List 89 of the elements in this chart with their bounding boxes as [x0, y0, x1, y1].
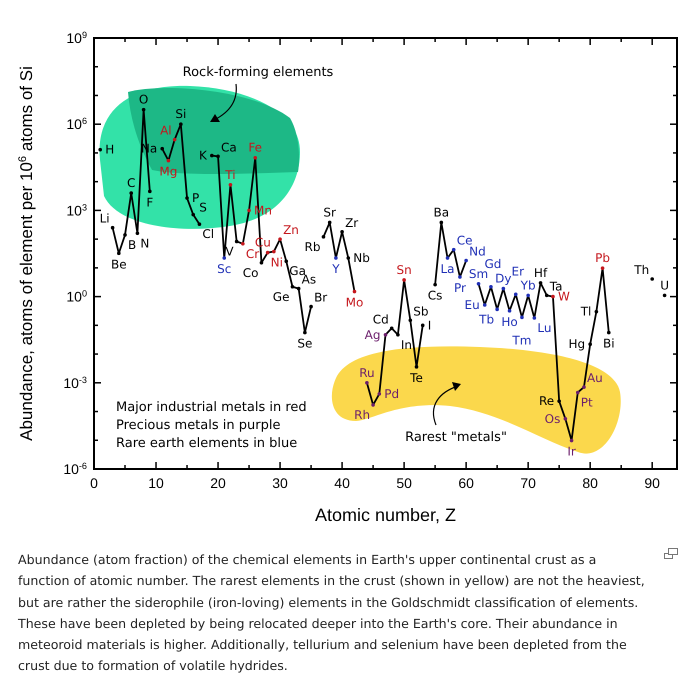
data-label: S: [199, 200, 207, 215]
data-label: Ag: [364, 328, 380, 342]
data-label: Fe: [248, 140, 262, 155]
y-tick-label: 10$^{3}$: [66, 202, 87, 218]
x-tick-label: 0: [90, 475, 98, 491]
data-label: Tb: [478, 312, 494, 326]
data-label: In: [400, 338, 412, 352]
data-label: Cs: [428, 288, 442, 303]
data-label: K: [198, 148, 208, 163]
data-label: B: [128, 238, 136, 252]
data-label: Ho: [501, 314, 518, 329]
data-label: Hf: [534, 266, 548, 280]
text: Abundance (atom fraction) of the chemical elements in Earth's upper continental crust as a function of atomic number. The rarest elements in the crust (shown in yellow) are not the heaviest, but are rather the siderophile (iron-loving) elements in the Goldschmidt classification of elements. These have been depleted by being relocated deeper into the Earth's core. Their abundance in meteoroid materials is higher. Additionally, tellurium and selenium have been depleted from the crust due to formation of volatile hydrides.: [18, 551, 646, 676]
data-label: Re: [538, 394, 554, 408]
data-label: Li: [100, 212, 110, 226]
data-label: Nb: [353, 251, 370, 266]
y-tick-label: 10$^{6}$: [66, 116, 87, 132]
y-tick-label: 10$^{-6}$: [63, 461, 87, 477]
data-label: Pb: [595, 251, 610, 266]
x-axis-title: Atomic number, Z: [314, 505, 456, 525]
x-tick-label: 20: [210, 475, 226, 491]
data-label: Sr: [323, 205, 336, 220]
data-label: Al: [160, 124, 172, 138]
data-label: Zn: [283, 223, 299, 238]
y-tick-label: 10$^{9}$: [66, 30, 87, 46]
data-label: C: [127, 176, 136, 190]
data-label: Pr: [454, 281, 466, 296]
data-label: V: [225, 244, 234, 258]
data-label: Si: [175, 107, 186, 122]
data-label: Er: [511, 264, 524, 278]
data-label: Dy: [495, 272, 512, 286]
annotation: Rarest "metals": [405, 430, 507, 445]
data-label: P: [192, 191, 200, 206]
data-label: Mg: [159, 164, 178, 179]
data-label: Hg: [568, 337, 586, 352]
data-label: Be: [110, 257, 127, 272]
x-tick-label: 70: [520, 475, 536, 491]
data-label: O: [138, 92, 148, 107]
data-label: Ti: [224, 168, 236, 182]
data-label: Tl: [580, 304, 592, 319]
data-label: La: [440, 262, 455, 276]
data-label: Zr: [345, 216, 358, 230]
annotation: Rock-forming elements: [182, 65, 334, 80]
data-label: Rb: [304, 240, 320, 254]
x-tick-label: 40: [334, 475, 350, 491]
data-label: Pt: [580, 395, 593, 410]
data-label: Ba: [434, 205, 450, 220]
data-label: H: [105, 142, 114, 157]
data-label: Ni: [270, 256, 283, 270]
y-tick-label: 10$^{0}$: [66, 288, 87, 305]
data-label: Tm: [511, 333, 532, 348]
annotation: Precious metals in purple: [116, 418, 280, 433]
data-label: Pd: [384, 386, 400, 401]
data-label: Te: [409, 370, 423, 385]
data-label: Ca: [221, 140, 237, 154]
data-label: Cl: [202, 227, 214, 242]
data-label: Y: [331, 262, 340, 276]
data-label: Mo: [346, 296, 364, 310]
data-label: Sn: [396, 262, 412, 277]
x-tick-label: 80: [582, 475, 598, 491]
annotation: Major industrial metals in red: [116, 400, 307, 415]
data-label: Se: [297, 336, 312, 351]
annotation: Rare earth elements in blue: [116, 436, 298, 451]
y-tick-label: 10$^{-3}$: [63, 374, 87, 391]
data-label: N: [140, 236, 150, 250]
data-label: Ru: [359, 366, 375, 380]
data-label: Os: [544, 412, 560, 426]
x-tick-label: 50: [396, 475, 412, 491]
data-label: Sb: [413, 304, 429, 318]
data-label: Co: [242, 266, 258, 280]
data-label: Th: [633, 262, 650, 277]
data-label: Cd: [372, 312, 389, 326]
data-label: Cr: [246, 246, 260, 261]
data-label: U: [660, 278, 669, 292]
data-label: Sc: [217, 262, 232, 276]
data-label: F: [146, 195, 154, 210]
data-label: Eu: [464, 298, 480, 312]
data-label: Au: [586, 371, 603, 386]
x-tick-label: 60: [458, 475, 474, 491]
data-label: Lu: [537, 321, 552, 335]
data-label: Yb: [520, 278, 536, 292]
data-label: Ge: [272, 290, 290, 304]
x-tick-label: 90: [644, 475, 660, 491]
data-label: Br: [314, 290, 328, 305]
x-tick-label: 10: [148, 475, 164, 491]
data-label: I: [428, 318, 432, 332]
x-tick-label: 30: [272, 475, 288, 491]
data-label: Rh: [354, 408, 370, 422]
data-label: Bi: [602, 336, 615, 351]
